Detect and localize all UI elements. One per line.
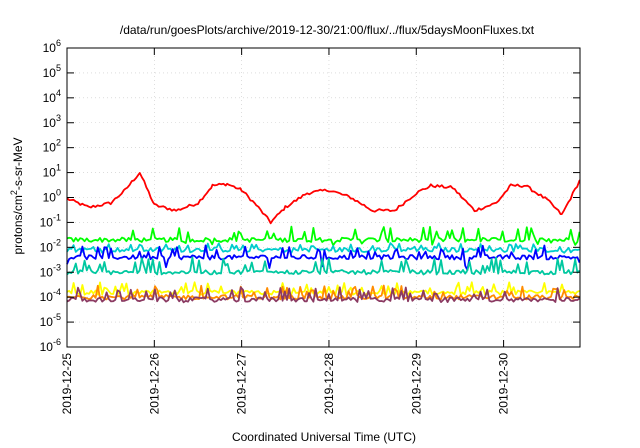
- y-tick-label: 10-3: [40, 262, 61, 279]
- x-tick-label: 2019-12-28: [322, 353, 336, 415]
- y-tick-label: 10-1: [40, 212, 61, 229]
- y-tick-label: 10-5: [40, 312, 61, 329]
- y-tick-label: 102: [43, 138, 61, 155]
- y-tick-label: 104: [43, 88, 61, 105]
- y-axis-label: protons/cm2-s-sr-MeV: [9, 137, 25, 254]
- y-tick-label: 103: [43, 113, 61, 130]
- x-tick-label: 2019-12-30: [497, 353, 511, 415]
- y-tick-label: 10-4: [40, 287, 61, 304]
- y-tick-label: 105: [43, 63, 61, 80]
- y-tick-label: 100: [43, 188, 61, 205]
- x-tick-label: 2019-12-26: [147, 353, 161, 415]
- series-line-1: [66, 225, 581, 247]
- x-tick-label: 2019-12-27: [235, 353, 249, 415]
- x-tick-label: 2019-12-25: [60, 353, 74, 415]
- chart-ticks: 10-6 10-5 10-4 10-3 10-2 10-1 100 101 102 103 104 1…: [40, 38, 580, 414]
- series-line-3: [66, 244, 581, 271]
- series-line-4: [66, 256, 581, 276]
- y-tick-label: 10-6: [40, 337, 61, 354]
- chart-series: [66, 172, 581, 304]
- chart-title: /data/run/goesPlots/archive/2019-12-30/2…: [120, 23, 535, 37]
- series-line-7: [66, 286, 581, 304]
- y-tick-label: 101: [43, 163, 61, 180]
- chart-grid: [67, 48, 580, 347]
- series-line-0: [66, 172, 581, 225]
- y-tick-label: 10-2: [40, 237, 61, 254]
- y-tick-label: 106: [43, 38, 61, 55]
- x-tick-label: 2019-12-29: [409, 353, 423, 415]
- series-line-2: [66, 242, 580, 254]
- x-axis-label: Coordinated Universal Time (UTC): [232, 430, 416, 444]
